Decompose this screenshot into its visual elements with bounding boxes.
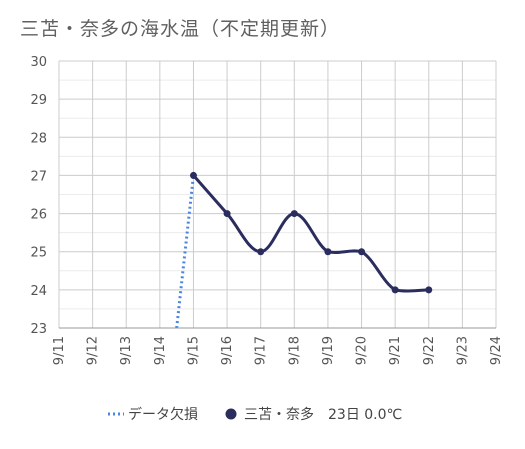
x-tick-label: 9/13	[119, 336, 134, 365]
x-tick-label: 9/12	[86, 336, 101, 365]
x-tick-label: 9/16	[220, 336, 235, 365]
data-point[interactable]	[324, 248, 332, 256]
y-tick-label: 30	[30, 55, 47, 70]
data-point[interactable]	[358, 248, 366, 256]
data-point[interactable]	[189, 171, 197, 179]
x-tick-label: 9/18	[287, 336, 302, 365]
chart-title: 三苫・奈多の海水温（不定期更新）	[20, 18, 341, 40]
data-point[interactable]	[391, 286, 399, 294]
data-point[interactable]	[223, 210, 231, 218]
x-tick-label: 9/17	[254, 336, 269, 365]
data-point[interactable]	[257, 248, 265, 256]
x-tick-label: 9/19	[321, 336, 336, 365]
y-tick-label: 27	[30, 169, 47, 184]
x-tick-label: 9/24	[489, 336, 504, 365]
x-tick-label: 9/23	[455, 336, 470, 365]
series-layer	[175, 171, 433, 329]
legend-series-label: 三苫・奈多 23日 0.0℃	[244, 406, 402, 423]
y-tick-label: 23	[30, 322, 47, 337]
legend-layer: データ欠損 三苫・奈多 23日 0.0℃	[108, 406, 402, 423]
y-tick-label: 28	[30, 131, 47, 146]
y-tick-label: 26	[30, 208, 47, 223]
x-tick-label: 9/11	[52, 336, 67, 365]
series-missing-data-line	[175, 175, 195, 329]
x-tick-label: 9/22	[422, 336, 437, 365]
data-point[interactable]	[290, 210, 298, 218]
series-line	[192, 174, 429, 293]
x-tick-label: 9/20	[355, 336, 370, 365]
x-tick-label: 9/14	[153, 336, 168, 365]
legend-series-marker	[225, 408, 237, 420]
legend-missing-data-label: データ欠損	[128, 406, 198, 423]
y-tick-label: 24	[30, 284, 47, 299]
grid-layer	[58, 60, 497, 329]
x-tick-label: 9/21	[388, 336, 403, 365]
data-point[interactable]	[425, 286, 433, 294]
axis-layer: 23 24 25 26 27 28 29 30 9/11 9/12 9/13 9/14 9/15 9/16…	[30, 55, 504, 365]
x-tick-label: 9/15	[186, 336, 201, 365]
y-tick-label: 29	[30, 93, 47, 108]
y-tick-label: 25	[30, 246, 47, 261]
